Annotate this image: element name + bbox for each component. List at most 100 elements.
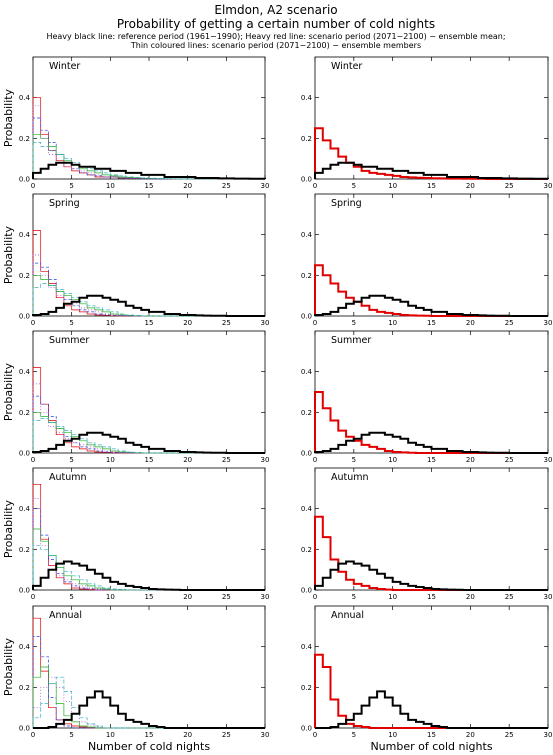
x-tick-label: 5 — [352, 593, 356, 601]
x-tick-label: 0 — [31, 319, 35, 327]
y-tick-label: 0.0 — [301, 725, 312, 733]
ensemble-mean-line — [314, 653, 548, 729]
plot-frame — [32, 605, 266, 729]
x-tick-label: 5 — [352, 456, 356, 464]
panel-summer-members: 0 5 10 15 20 25 30 0.0 0.2 0.4 Summer Probability — [2, 330, 270, 464]
x-tick-label: 15 — [427, 182, 436, 190]
x-tick-label: 30 — [544, 731, 553, 739]
x-tick-label: 20 — [466, 593, 475, 601]
ensemble-member-line — [32, 508, 265, 591]
y-tick-label: 0.4 — [19, 368, 31, 376]
season-label: Annual — [331, 610, 364, 621]
y-axis-label: Probability — [2, 88, 15, 147]
y-tick-label: 0.4 — [301, 231, 313, 239]
x-tick-label: 25 — [505, 731, 514, 739]
x-tick-label: 0 — [31, 182, 35, 190]
ensemble-member-line — [32, 498, 265, 591]
season-label: Annual — [49, 610, 82, 621]
ensemble-member-line — [32, 617, 265, 729]
y-tick-label: 0.4 — [19, 505, 31, 513]
plot-frame — [32, 330, 266, 454]
y-axis-label: Probability — [2, 499, 15, 558]
y-axis-label: Probability — [2, 637, 15, 696]
x-tick-label: 5 — [69, 593, 73, 601]
ensemble-mean-line — [314, 127, 548, 180]
ensemble-member-line — [32, 383, 265, 454]
y-tick-label: 0.4 — [301, 643, 313, 651]
x-tick-label: 10 — [388, 182, 397, 190]
x-tick-label: 0 — [313, 319, 317, 327]
x-tick-label: 10 — [388, 319, 397, 327]
reference-line — [32, 294, 265, 317]
ensemble-member-line — [32, 117, 265, 180]
x-tick-label: 10 — [106, 731, 115, 739]
y-tick-label: 0.4 — [19, 643, 31, 651]
reference-line — [33, 690, 265, 729]
legend-line-2: Thin coloured lines: scenario period (20… — [130, 41, 421, 50]
y-tick-label: 0.2 — [19, 684, 30, 692]
reference-line — [32, 161, 266, 180]
y-tick-label: 0.4 — [19, 231, 31, 239]
y-tick-label: 0.2 — [19, 135, 30, 143]
y-tick-label: 0.2 — [301, 135, 312, 143]
x-tick-label: 0 — [313, 593, 317, 601]
panel-autumn-members: 0 5 10 15 20 25 30 0.0 0.2 0.4 Autumn Probability — [2, 467, 270, 601]
x-tick-label: 30 — [544, 319, 553, 327]
x-tick-label: 30 — [261, 182, 270, 190]
y-tick-label: 0.4 — [19, 94, 31, 102]
season-label: Winter — [331, 61, 362, 72]
x-tick-label: 0 — [313, 456, 317, 464]
x-tick-label: 10 — [106, 319, 115, 327]
reference-line — [314, 161, 549, 180]
x-tick-label: 15 — [145, 182, 154, 190]
x-tick-label: 15 — [427, 593, 436, 601]
x-tick-label: 25 — [222, 731, 231, 739]
ensemble-member-line — [32, 105, 265, 180]
x-tick-label: 30 — [544, 456, 553, 464]
x-tick-label: 5 — [352, 319, 356, 327]
x-tick-label: 25 — [222, 456, 231, 464]
x-tick-label: 15 — [145, 456, 154, 464]
reference-line — [32, 431, 265, 454]
y-tick-label: 0.2 — [301, 409, 312, 417]
reference-line — [314, 560, 548, 591]
x-tick-label: 5 — [352, 182, 356, 190]
panel-winter-mean: 0 5 10 15 20 25 30 0.0 0.2 0.4 Winter — [301, 56, 552, 190]
y-tick-label: 0.0 — [19, 587, 30, 595]
x-tick-label: 15 — [427, 319, 436, 327]
x-tick-label: 30 — [261, 593, 270, 601]
x-tick-label: 20 — [466, 731, 475, 739]
x-tick-label: 30 — [261, 456, 270, 464]
x-tick-label: 0 — [313, 182, 317, 190]
x-tick-label: 5 — [69, 319, 73, 327]
x-tick-label: 5 — [69, 731, 73, 739]
panel-winter-members: 0 5 10 15 20 25 30 0.0 0.2 0.4 Winter Probability — [2, 56, 270, 190]
reference-line — [314, 431, 548, 454]
x-axis-label: Number of cold nights — [370, 740, 492, 753]
ensemble-member-line — [32, 395, 265, 454]
ensemble-mean-line — [314, 515, 548, 591]
y-tick-label: 0.2 — [19, 546, 30, 554]
x-tick-label: 20 — [466, 456, 475, 464]
season-label: Summer — [49, 335, 89, 346]
y-axis-label: Probability — [2, 225, 15, 284]
x-tick-label: 20 — [466, 182, 475, 190]
y-tick-label: 0.2 — [19, 272, 30, 280]
y-tick-label: 0.2 — [301, 684, 312, 692]
x-tick-label: 10 — [106, 593, 115, 601]
x-tick-label: 20 — [183, 456, 192, 464]
x-tick-label: 25 — [222, 182, 231, 190]
panel-annual-members: 0 5 10 15 20 25 30 0.0 0.2 0.4 Annual Probability Nu… — [2, 605, 269, 753]
y-tick-label: 0.0 — [301, 587, 312, 595]
ensemble-member-line — [32, 262, 265, 317]
x-tick-label: 0 — [31, 593, 35, 601]
plot-frame — [314, 605, 549, 729]
ensemble-member-line — [32, 133, 265, 180]
x-tick-label: 10 — [388, 456, 397, 464]
x-tick-label: 25 — [505, 593, 514, 601]
y-tick-label: 0.0 — [19, 313, 30, 321]
ensemble-mean-line — [314, 264, 548, 317]
y-axis-label: Probability — [2, 362, 15, 421]
y-tick-label: 0.0 — [19, 725, 30, 733]
panel-autumn-mean: 0 5 10 15 20 25 30 0.0 0.2 0.4 Autumn — [301, 467, 552, 601]
